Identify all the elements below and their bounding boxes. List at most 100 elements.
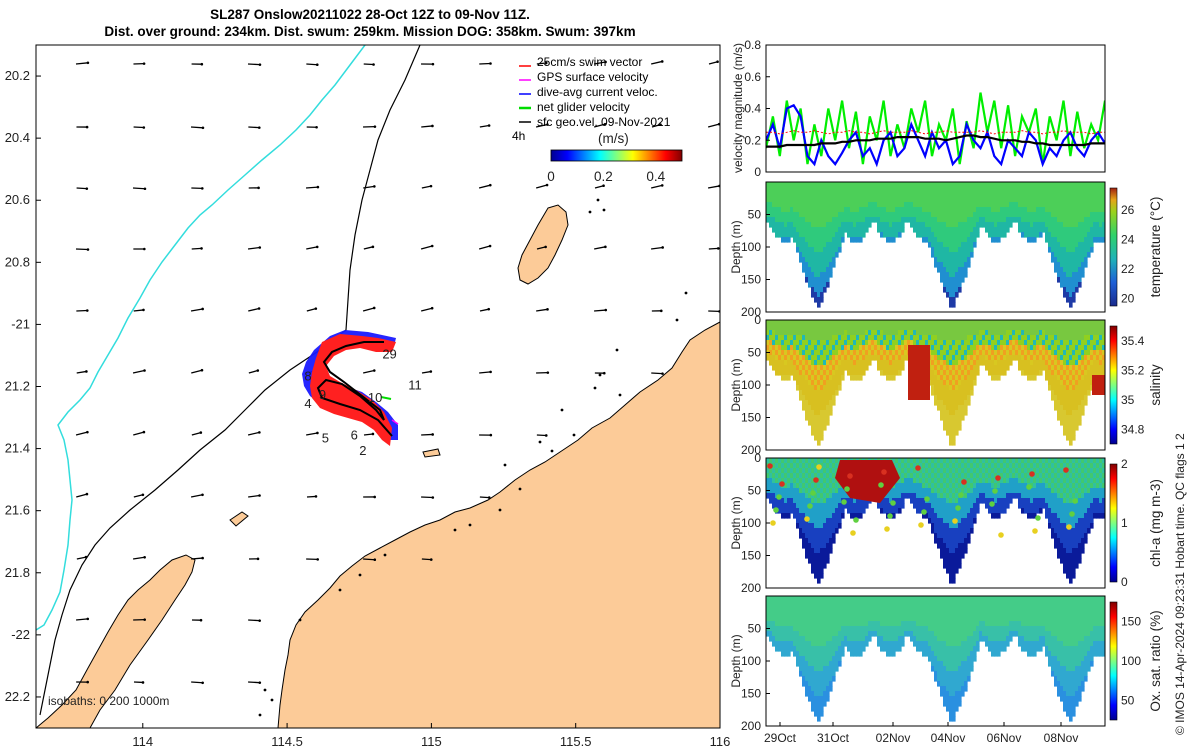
section-cell [895, 202, 899, 208]
section-cell [799, 325, 803, 331]
section-cell [832, 247, 836, 253]
section-cell [967, 242, 971, 248]
section-cell [802, 232, 806, 238]
section-cell [967, 227, 971, 233]
section-cell [910, 340, 914, 346]
section-cell [922, 237, 926, 243]
section-cell [919, 202, 923, 208]
section-cell [946, 360, 950, 366]
section-cell [832, 483, 836, 489]
section-cell [811, 528, 815, 534]
section-cell [883, 330, 887, 336]
section-cell [997, 320, 1001, 326]
section-cell [1072, 292, 1076, 298]
section-cell [817, 380, 821, 386]
section-cell [958, 538, 962, 544]
section-cell [1039, 355, 1043, 361]
section-cell [1024, 187, 1028, 193]
section-cell [802, 508, 806, 514]
section-cell [1045, 197, 1049, 203]
section-cell [811, 360, 815, 366]
section-cell [838, 335, 842, 341]
section-cell [943, 478, 947, 484]
section-cell [1063, 410, 1067, 416]
section-cell [922, 488, 926, 494]
section-cell [1033, 187, 1037, 193]
section-cell [931, 350, 935, 356]
section-cell [1060, 380, 1064, 386]
section-cell [829, 262, 833, 268]
section-cell [913, 483, 917, 489]
section-cell [1099, 350, 1103, 356]
section-cell [1021, 360, 1025, 366]
section-cell [832, 242, 836, 248]
section-cell [955, 430, 959, 436]
section-cell [811, 395, 815, 401]
section-cell [973, 330, 977, 336]
section-cell [1000, 217, 1004, 223]
section-cell [862, 232, 866, 238]
section-cell [1084, 355, 1088, 361]
section-cell [826, 405, 830, 411]
section-cell [934, 390, 938, 396]
section-cell [814, 543, 818, 549]
section-cell [895, 458, 899, 464]
islet-dot [338, 588, 342, 592]
section-cell [835, 222, 839, 228]
section-cell [943, 192, 947, 198]
section-cell [1030, 187, 1034, 193]
section-cell [865, 325, 869, 331]
section-cell [1078, 380, 1082, 386]
section-cell [1099, 202, 1103, 208]
section-cell [1057, 252, 1061, 258]
section-cell [937, 360, 941, 366]
section-cell [1102, 335, 1105, 341]
section-cell [790, 192, 794, 198]
section-cell [1039, 197, 1043, 203]
section-cell [895, 222, 899, 228]
section-cell [1036, 330, 1040, 336]
section-cell [1063, 473, 1067, 479]
section-cell [802, 488, 806, 494]
section-cell [934, 385, 938, 391]
section-cell [958, 217, 962, 223]
section-cell [808, 320, 812, 326]
section-cell [847, 222, 851, 228]
section-cell [1063, 272, 1067, 278]
section-cell [1039, 325, 1043, 331]
section-cell [805, 325, 809, 331]
section-cell [1054, 262, 1058, 268]
section-cell [814, 370, 818, 376]
section-cell [790, 227, 794, 233]
section-cell [802, 365, 806, 371]
section-cell [973, 227, 977, 233]
section-cell [769, 340, 773, 346]
section-cell [838, 518, 842, 524]
section-cell [1063, 493, 1067, 499]
section-cell [970, 498, 974, 504]
section-cell [1024, 217, 1028, 223]
velocity-arrow [76, 370, 87, 374]
section-cell [853, 360, 857, 366]
section-cell [805, 232, 809, 238]
salinity-max-patch [908, 345, 930, 400]
section-cell [937, 478, 941, 484]
section-cell [1003, 330, 1007, 336]
section-cell [913, 340, 917, 346]
section-cell [958, 182, 962, 188]
section-cell [955, 420, 959, 426]
section-cell [1006, 187, 1010, 193]
section-cell [973, 503, 977, 509]
section-cell [904, 217, 908, 223]
section-cell [1069, 325, 1073, 331]
section-cell [1006, 503, 1010, 509]
section-cell [793, 192, 797, 198]
section-cell [1009, 340, 1013, 346]
section-cell [892, 197, 896, 203]
section-cell [1054, 375, 1058, 381]
section-cell [916, 182, 920, 188]
section-cell [997, 207, 1001, 213]
section-cell [892, 187, 896, 193]
section-cell [925, 237, 929, 243]
section-cell [1054, 528, 1058, 534]
